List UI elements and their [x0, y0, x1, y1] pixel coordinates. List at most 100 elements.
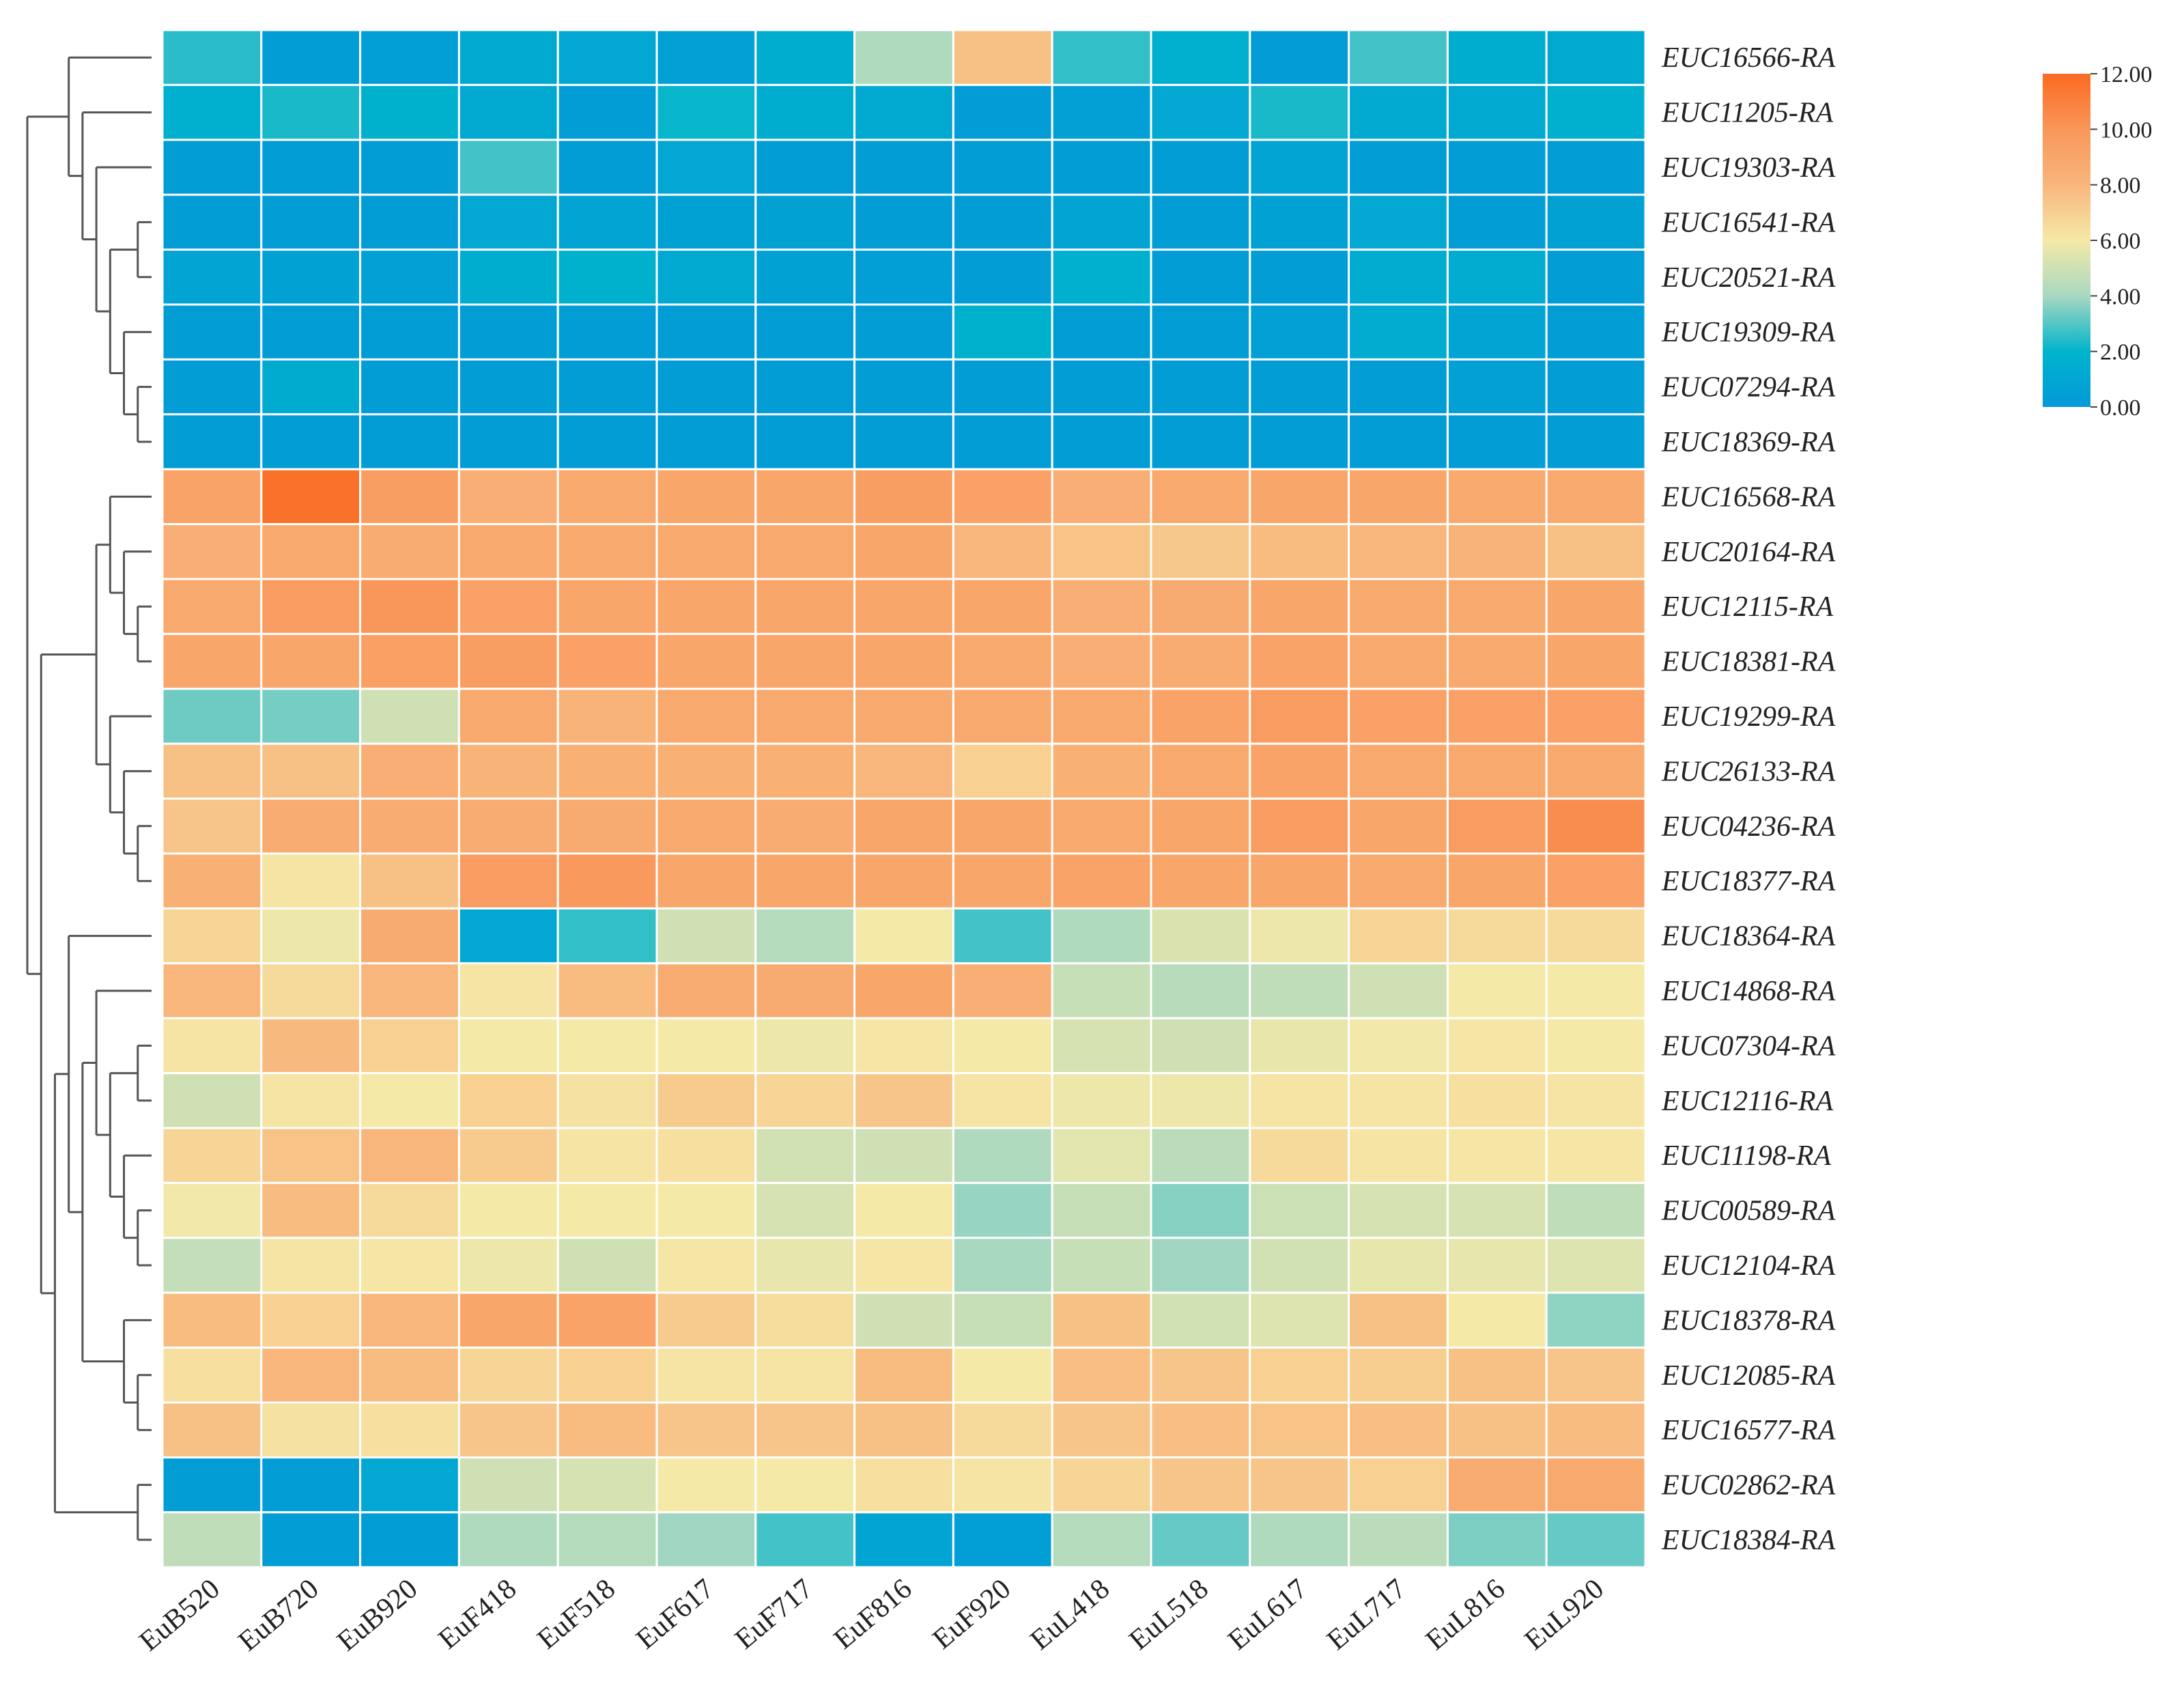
heatmap-cell — [754, 29, 856, 86]
heatmap-cell — [754, 1072, 856, 1129]
heatmap-cell — [1348, 83, 1449, 141]
heatmap-cell — [754, 249, 856, 306]
heatmap-cell — [161, 632, 263, 690]
column-label: EuB520 — [134, 1573, 226, 1658]
heatmap-cell — [260, 1511, 362, 1568]
heatmap-cell — [1446, 578, 1548, 635]
heatmap-cell — [952, 523, 1053, 580]
heatmap-cell — [1249, 358, 1350, 416]
heatmap-cell — [1545, 632, 1647, 690]
heatmap-cell — [1446, 1511, 1548, 1568]
heatmap-cell — [1150, 249, 1251, 306]
heatmap-cell — [260, 523, 362, 580]
heatmap-cell — [1446, 1401, 1548, 1459]
heatmap-cell — [1446, 852, 1548, 910]
heatmap-cell — [260, 1017, 362, 1075]
heatmap-cell — [260, 852, 362, 910]
heatmap-cell — [457, 358, 559, 416]
heatmap-cell — [161, 1511, 263, 1568]
heatmap-cell — [853, 468, 954, 526]
row-label: EUC20521-RA — [1661, 262, 1836, 294]
heatmap-cell — [260, 1347, 362, 1404]
heatmap-cell — [754, 193, 856, 251]
heatmap-cell — [1150, 1401, 1251, 1459]
heatmap-cell — [1150, 632, 1251, 690]
heatmap-cell — [457, 742, 559, 800]
legend-tick-label: 4.00 — [2100, 284, 2141, 309]
heatmap-cell — [1150, 962, 1251, 1019]
heatmap-cell — [161, 1237, 263, 1294]
heatmap-cell — [1446, 1072, 1548, 1129]
heatmap-cell — [655, 1181, 757, 1239]
heatmap-cell — [853, 139, 954, 196]
heatmap-cell — [1249, 29, 1350, 86]
heatmap-cell — [556, 139, 658, 196]
heatmap-cell — [655, 1237, 757, 1294]
heatmap-cell — [1051, 523, 1152, 580]
heatmap-cell — [655, 29, 757, 86]
row-label: EUC12116-RA — [1661, 1086, 1834, 1117]
heatmap-cell — [1051, 1181, 1152, 1239]
heatmap-cell — [1051, 303, 1152, 361]
heatmap-cell — [1545, 523, 1647, 580]
heatmap-cell — [952, 1401, 1053, 1459]
heatmap-cell — [556, 29, 658, 86]
heatmap-cell — [457, 1127, 559, 1184]
heatmap-cell — [754, 139, 856, 196]
heatmap-cell — [1150, 303, 1251, 361]
heatmap-cell — [1348, 962, 1449, 1019]
heatmap-cell — [853, 1511, 954, 1568]
heatmap-cell — [853, 358, 954, 416]
heatmap-cell — [457, 249, 559, 306]
heatmap-cell — [1051, 139, 1152, 196]
heatmap-cell — [556, 83, 658, 141]
heatmap-cell — [1150, 1291, 1251, 1349]
heatmap-cell — [556, 688, 658, 745]
heatmap-cell — [853, 742, 954, 800]
row-label: EUC16577-RA — [1661, 1415, 1836, 1446]
heatmap-cell — [754, 688, 856, 745]
heatmap-cell — [754, 1181, 856, 1239]
heatmap-cell — [161, 962, 263, 1019]
heatmap-cell — [655, 249, 757, 306]
heatmap-cell — [1348, 1017, 1449, 1075]
row-label: EUC18377-RA — [1661, 866, 1836, 897]
heatmap-cell — [457, 29, 559, 86]
heatmap-cell — [161, 798, 263, 855]
heatmap-cell — [1249, 1181, 1350, 1239]
heatmap-cell — [1051, 1291, 1152, 1349]
column-label: EuL418 — [1025, 1573, 1116, 1657]
heatmap-cell — [1348, 193, 1449, 251]
heatmap-cell — [359, 1237, 460, 1294]
column-label: EuB920 — [331, 1573, 423, 1658]
heatmap-cell — [655, 468, 757, 526]
heatmap-cell — [1249, 1072, 1350, 1129]
heatmap-cell — [359, 742, 460, 800]
heatmap-cell — [1249, 578, 1350, 635]
heatmap-cell — [952, 632, 1053, 690]
heatmap-cell — [457, 1291, 559, 1349]
heatmap-cell — [1249, 798, 1350, 855]
heatmap-cell — [754, 1017, 856, 1075]
heatmap-cell — [457, 962, 559, 1019]
heatmap-cell — [359, 303, 460, 361]
heatmap-cell — [1150, 29, 1251, 86]
heatmap-cell — [1446, 193, 1548, 251]
heatmap-cell — [1249, 139, 1350, 196]
heatmap-cell — [754, 523, 856, 580]
column-label: EuL617 — [1222, 1573, 1313, 1657]
heatmap-cell — [359, 798, 460, 855]
heatmap-cell — [1051, 907, 1152, 965]
heatmap-cell — [359, 83, 460, 141]
heatmap-cell — [161, 1401, 263, 1459]
row-label: EUC00589-RA — [1661, 1196, 1836, 1227]
heatmap-cell — [1545, 1181, 1647, 1239]
heatmap-cell — [754, 1511, 856, 1568]
heatmap-cell — [1051, 632, 1152, 690]
heatmap-cell — [260, 139, 362, 196]
row-label: EUC19303-RA — [1661, 152, 1836, 184]
heatmap-cell — [359, 1456, 460, 1514]
row-label: EUC18378-RA — [1661, 1305, 1836, 1336]
heatmap-cell — [556, 523, 658, 580]
